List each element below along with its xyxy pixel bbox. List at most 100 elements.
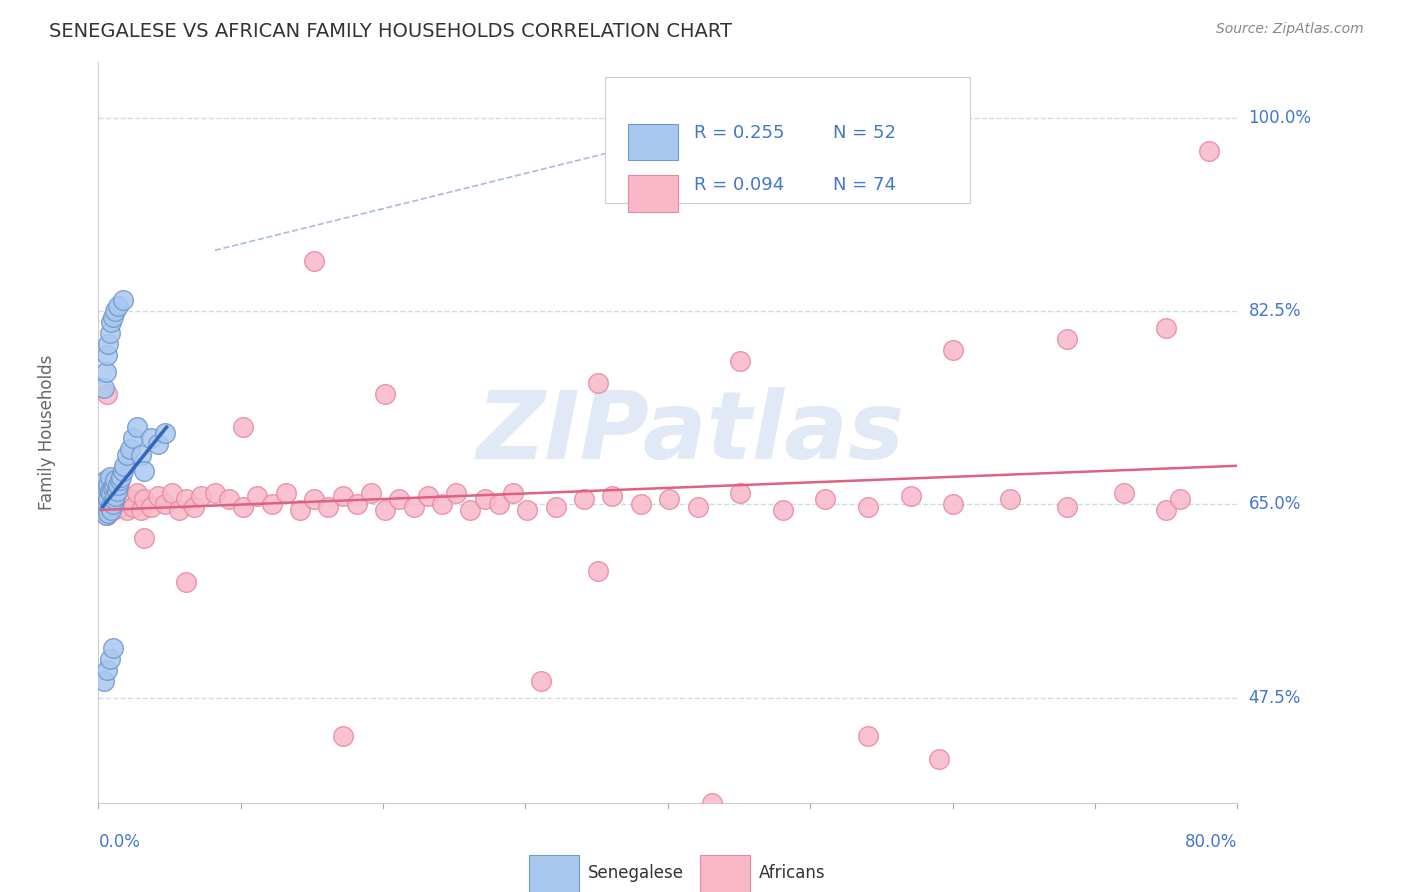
FancyBboxPatch shape: [628, 176, 678, 212]
Point: [304, 491, 326, 506]
Point: [153, 425, 176, 440]
Point: [97, 477, 120, 491]
Point: [118, 491, 141, 506]
Point: [91, 503, 114, 517]
Point: [700, 796, 723, 810]
Text: Source: ZipAtlas.com: Source: ZipAtlas.com: [1216, 22, 1364, 37]
Point: [928, 751, 950, 765]
Point: [101, 310, 124, 324]
Point: [108, 473, 131, 487]
Point: [97, 486, 120, 500]
Point: [105, 484, 128, 499]
Point: [96, 481, 118, 495]
Point: [288, 503, 311, 517]
Point: [332, 489, 354, 503]
FancyBboxPatch shape: [529, 855, 579, 892]
Point: [97, 337, 120, 351]
Point: [169, 503, 191, 517]
Point: [107, 477, 129, 491]
Text: Senegalese: Senegalese: [588, 864, 685, 882]
Text: 0.0%: 0.0%: [98, 833, 141, 851]
Point: [856, 500, 879, 514]
Point: [101, 498, 124, 512]
Point: [110, 500, 132, 514]
Point: [101, 481, 124, 495]
Point: [104, 489, 127, 503]
Point: [93, 503, 115, 517]
Point: [246, 489, 269, 503]
Point: [98, 652, 121, 666]
Point: [772, 503, 794, 517]
Point: [125, 486, 148, 500]
Point: [101, 641, 124, 656]
Point: [98, 500, 121, 514]
Point: [658, 491, 681, 506]
Point: [1170, 491, 1192, 506]
Point: [110, 470, 132, 484]
Point: [100, 315, 122, 329]
Point: [360, 486, 382, 500]
Point: [93, 491, 115, 506]
Text: Family Households: Family Households: [38, 355, 56, 510]
Point: [100, 486, 122, 500]
Point: [97, 491, 120, 506]
Point: [94, 508, 117, 523]
Point: [430, 498, 453, 512]
Point: [129, 503, 152, 517]
Point: [121, 431, 143, 445]
Point: [91, 498, 114, 512]
Point: [232, 500, 254, 514]
Point: [104, 473, 127, 487]
Point: [96, 498, 118, 512]
Point: [111, 293, 134, 307]
Point: [183, 500, 205, 514]
Point: [388, 491, 411, 506]
Text: R = 0.255: R = 0.255: [695, 124, 785, 142]
Point: [856, 730, 879, 744]
Point: [112, 458, 135, 473]
Point: [758, 823, 780, 838]
Point: [146, 489, 169, 503]
Point: [304, 254, 326, 268]
Point: [162, 486, 184, 500]
Point: [111, 464, 134, 478]
Point: [96, 663, 118, 677]
Point: [139, 431, 162, 445]
Point: [1056, 332, 1078, 346]
Point: [125, 420, 148, 434]
Point: [630, 498, 652, 512]
Point: [318, 500, 340, 514]
Point: [588, 376, 610, 390]
Point: [1156, 320, 1178, 334]
Point: [101, 503, 124, 517]
Point: [446, 486, 468, 500]
Point: [416, 489, 439, 503]
Point: [474, 491, 496, 506]
Point: [572, 491, 595, 506]
Point: [91, 486, 114, 500]
Point: [139, 500, 162, 514]
Point: [814, 491, 837, 506]
Point: [103, 477, 125, 491]
Point: [94, 365, 117, 379]
Text: 82.5%: 82.5%: [1249, 302, 1301, 320]
Point: [942, 498, 965, 512]
Point: [516, 503, 538, 517]
Point: [96, 508, 118, 523]
Point: [98, 484, 121, 499]
Point: [112, 489, 135, 503]
Point: [346, 498, 368, 512]
Point: [644, 840, 666, 855]
FancyBboxPatch shape: [628, 123, 678, 161]
Text: R = 0.094: R = 0.094: [695, 176, 785, 194]
Point: [100, 503, 122, 517]
Point: [176, 491, 198, 506]
Point: [332, 730, 354, 744]
Text: 47.5%: 47.5%: [1249, 689, 1301, 706]
Point: [115, 448, 138, 462]
Point: [104, 304, 127, 318]
Point: [118, 442, 141, 457]
Text: N = 52: N = 52: [832, 124, 896, 142]
Point: [232, 420, 254, 434]
Point: [1056, 500, 1078, 514]
